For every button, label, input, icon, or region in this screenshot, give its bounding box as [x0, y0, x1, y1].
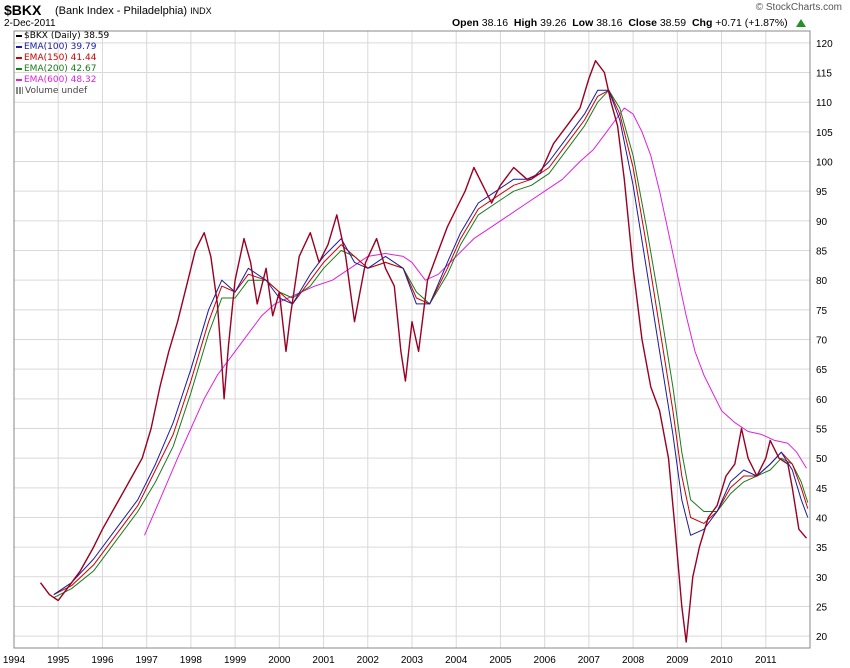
y-tick-label: 120 [816, 39, 833, 50]
series-line-ema100 [53, 89, 809, 596]
chart-header: $BKX (Bank Index - Philadelphia) INDX 2-… [0, 0, 850, 32]
chg-value: +0.71 (+1.87%) [715, 17, 788, 29]
y-tick-label: 60 [816, 395, 828, 406]
high-label: High [513, 17, 538, 29]
x-tick-label: 2007 [578, 655, 601, 666]
open-value: 38.16 [481, 17, 509, 29]
y-tick-label: 40 [816, 513, 828, 524]
x-tick-label: 2001 [312, 655, 335, 666]
y-tick-label: 65 [816, 365, 828, 376]
legend-label: $BKX (Daily) 38.59 [24, 31, 110, 41]
legend-item-price: $BKX (Daily) 38.59 [16, 31, 109, 42]
x-tick-label: 2006 [534, 655, 557, 666]
legend-item-ema150: EMA(150) 41.44 [16, 53, 109, 64]
series-line-ema150 [53, 89, 809, 596]
stockcharts-watermark: © StockCharts.com [755, 2, 842, 13]
legend-swatch [16, 34, 22, 37]
legend-item-ema200: EMA(200) 42.67 [16, 64, 109, 75]
y-tick-label: 50 [816, 454, 828, 465]
symbol-title: $BKX [4, 2, 42, 18]
description-text: (Bank Index - Philadelphia) [55, 5, 188, 17]
x-tick-label: 2005 [489, 655, 512, 666]
volume-icon [16, 87, 23, 94]
x-tick-label: 2003 [401, 655, 424, 666]
x-tick-label: 1998 [180, 655, 203, 666]
series-line-ema200 [53, 89, 809, 599]
legend-item-ema600: EMA(600) 48.32 [16, 75, 109, 86]
exchange-label: INDX [190, 6, 212, 16]
legend-label: EMA(200) 42.67 [24, 64, 97, 74]
x-tick-label: 2009 [666, 655, 689, 666]
y-tick-label: 75 [816, 306, 828, 317]
y-tick-label: 115 [816, 69, 832, 80]
y-tick-label: 30 [816, 573, 828, 584]
y-tick-label: 80 [816, 276, 828, 287]
x-tick-label: 2000 [268, 655, 291, 666]
quote-summary: Open 38.16 High 39.26 Low 38.16 Close 38… [452, 17, 806, 29]
x-tick-label: 1995 [47, 655, 70, 666]
high-value: 39.26 [540, 17, 567, 29]
y-tick-label: 90 [816, 217, 828, 228]
chart-legend: $BKX (Daily) 38.59 EMA(100) 39.79 EMA(15… [16, 31, 109, 97]
close-label: Close [628, 17, 657, 29]
y-tick-label: 100 [816, 158, 833, 169]
x-tick-label: 2010 [710, 655, 733, 666]
open-label: Open [452, 17, 479, 29]
legend-label: EMA(600) 48.32 [24, 75, 97, 85]
y-tick-label: 70 [816, 336, 828, 347]
x-tick-label: 1996 [91, 655, 114, 666]
legend-item-ema100: EMA(100) 39.79 [16, 42, 109, 53]
x-tick-label: 2004 [445, 655, 468, 666]
x-tick-label: 2011 [755, 655, 777, 666]
y-tick-label: 85 [816, 247, 828, 258]
x-tick-label: 1999 [224, 655, 247, 666]
symbol-description: (Bank Index - Philadelphia) INDX [55, 5, 212, 17]
legend-swatch [16, 56, 22, 59]
up-arrow-icon [795, 19, 806, 28]
legend-label: EMA(100) 39.79 [24, 42, 97, 52]
legend-label: Volume undef [25, 86, 88, 96]
legend-swatch [16, 45, 22, 48]
legend-swatch [16, 78, 22, 81]
legend-label: EMA(150) 41.44 [24, 53, 97, 63]
low-label: Low [572, 17, 594, 29]
legend-swatch [16, 67, 22, 70]
x-tick-label: 1997 [136, 655, 159, 666]
x-tick-label: 1994 [3, 655, 26, 666]
y-tick-label: 95 [816, 187, 828, 198]
y-tick-label: 45 [816, 484, 828, 495]
plot-border [13, 30, 811, 649]
y-tick-label: 20 [816, 632, 828, 643]
y-tick-label: 110 [816, 98, 832, 109]
chart-date: 2-Dec-2011 [4, 18, 56, 29]
y-tick-label: 105 [816, 128, 833, 139]
low-value: 38.16 [596, 17, 623, 29]
series-line-bkx [39, 60, 808, 643]
y-tick-label: 25 [816, 602, 828, 613]
close-value: 38.59 [659, 17, 687, 29]
legend-item-volume: Volume undef [16, 86, 109, 97]
x-tick-label: 2008 [622, 655, 645, 666]
chg-label: Chg [691, 17, 713, 29]
x-tick-label: 2002 [357, 655, 380, 666]
y-tick-label: 35 [816, 543, 828, 554]
series-line-ema600 [144, 107, 807, 536]
y-tick-label: 55 [816, 424, 828, 435]
